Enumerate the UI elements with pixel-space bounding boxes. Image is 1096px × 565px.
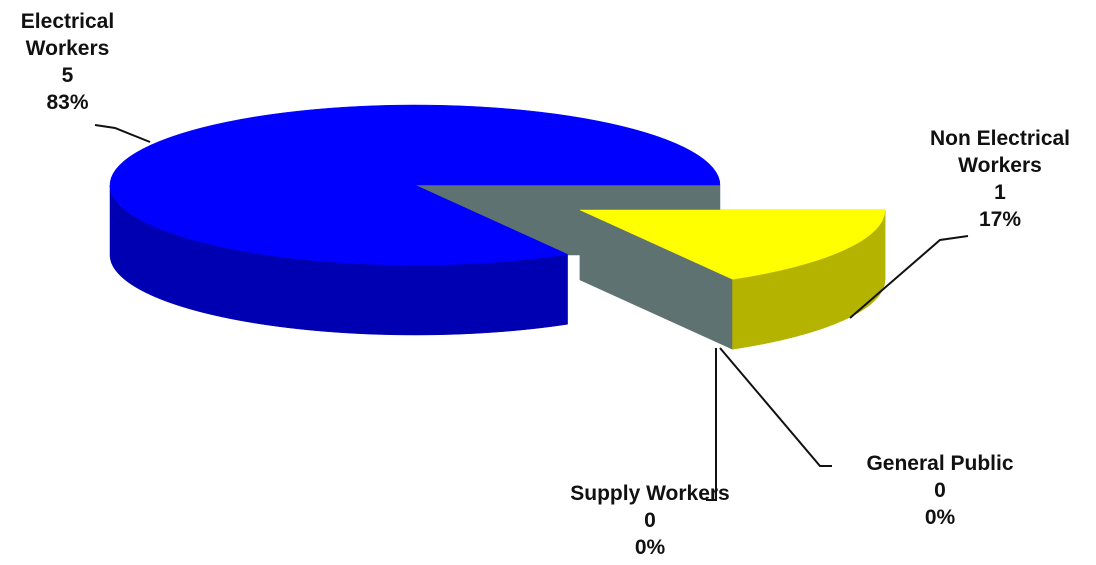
slice-value: 0: [644, 509, 656, 532]
slice-name: Electrical Workers: [20, 10, 115, 60]
slice: [579, 209, 886, 350]
slice-value: 5: [61, 64, 74, 87]
slice-name: General Public: [866, 452, 1014, 475]
slice-percent: 17%: [978, 208, 1022, 231]
slice-percent: 0%: [634, 536, 666, 559]
slice-value: 1: [994, 181, 1006, 204]
slice-name: Non Electrical Workers: [929, 127, 1071, 177]
leader-line: [706, 348, 717, 501]
slice-value: 0: [934, 479, 946, 502]
leader-line: [94, 124, 151, 143]
data-label: General Public 0 0%: [830, 450, 1050, 531]
slice-percent: 83%: [46, 91, 89, 114]
data-label: Supply Workers 0 0%: [535, 480, 765, 561]
slice-top: [579, 209, 886, 280]
leader-line: [849, 235, 969, 319]
slice-name: Supply Workers: [570, 482, 730, 505]
slice-percent: 0%: [924, 506, 956, 529]
slice: [109, 104, 721, 336]
data-label: Electrical Workers 5 83%: [0, 8, 135, 116]
leader-line: [719, 347, 832, 467]
data-label: Non Electrical Workers 1 17%: [900, 125, 1096, 233]
slice-top: [109, 104, 721, 266]
